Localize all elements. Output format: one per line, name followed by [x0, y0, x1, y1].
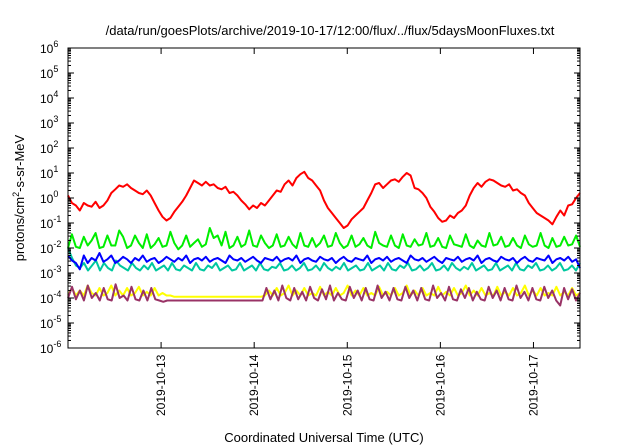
x-axis-label: Coordinated Universal Time (UTC): [224, 430, 423, 445]
series-line-5: [67, 283, 581, 307]
y-axis-label-base: protons/cm: [12, 197, 27, 261]
y-tick-label: 106: [40, 39, 58, 56]
series-line-3: [67, 252, 581, 271]
chart-title: /data/run/goesPlots/archive/2019-10-17/1…: [106, 23, 555, 38]
x-tick-label: 2019-10-13: [154, 354, 168, 416]
y-tick-label: 10-2: [40, 239, 61, 256]
x-tick-label: 2019-10-16: [433, 354, 447, 416]
x-tick-label: 2019-10-14: [247, 354, 261, 416]
y-tick-label: 10-5: [40, 314, 61, 331]
y-axis: 10-6 10-5 10-4 10-3 10-2 10-1 100 101 102 103 104 1…: [40, 39, 580, 356]
y-tick-label: 10-6: [40, 339, 61, 356]
y-axis-label-rest: -s-sr-MeV: [12, 134, 27, 191]
series-line-1: [67, 227, 581, 251]
y-tick-label: 102: [40, 139, 58, 156]
x-tick-label: 2019-10-17: [526, 354, 540, 416]
y-tick-label: 10-4: [40, 289, 61, 306]
y-axis-label: protons/cm2-s-sr-MeV: [11, 134, 27, 261]
y-tick-label: 104: [40, 89, 58, 106]
plot-series: [67, 170, 581, 307]
y-tick-label: 101: [40, 164, 58, 181]
series-line-2: [67, 247, 581, 272]
x-axis: 2019-10-13 2019-10-14 2019-10-15 2019-10-16…: [154, 48, 540, 416]
series-line-0: [67, 170, 581, 229]
y-tick-label: 10-1: [40, 214, 61, 231]
y-tick-label: 10-3: [40, 264, 61, 281]
x-tick-label: 2019-10-15: [340, 354, 354, 416]
y-tick-label: 103: [40, 114, 58, 131]
y-tick-label: 100: [40, 189, 58, 206]
y-axis-label-sup: 2: [11, 192, 21, 197]
y-tick-label: 105: [40, 64, 58, 81]
